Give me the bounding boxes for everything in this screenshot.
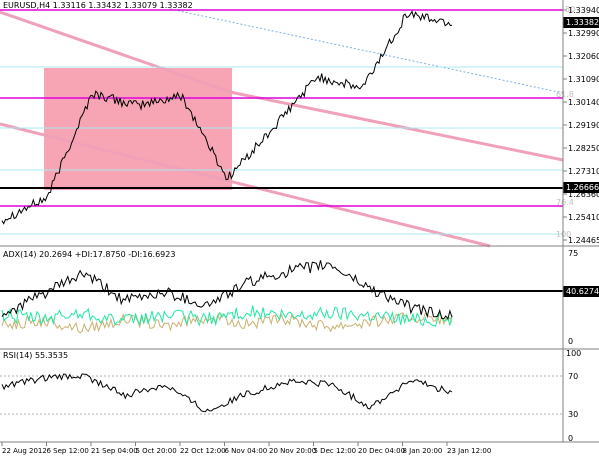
- adx-panel[interactable]: ADX(14) 20.2694 +DI:17.8750 -DI:16.6923 …: [0, 249, 599, 346]
- rsi-panel[interactable]: RSI(14) 55.3535 100 70 30 0: [0, 349, 581, 443]
- price-tick-label: 1.25410: [568, 213, 599, 222]
- fib-label-100: 100: [556, 230, 571, 239]
- adx-tick-0: 0: [568, 337, 573, 346]
- time-tick-label: 20 Nov 20:00: [269, 447, 316, 455]
- fib-label-76-4: 76.4: [556, 198, 574, 207]
- time-tick-label: 22 Aug 2012: [2, 447, 47, 455]
- time-tick-label: 5 Dec 12:00: [314, 447, 357, 455]
- time-tick-label: 6 Nov 04:00: [225, 447, 268, 455]
- fib-label-61-8: 61.8: [556, 90, 574, 99]
- price-tick-label: 1.28250: [568, 144, 599, 153]
- rsi-header: RSI(14) 55.3535: [3, 351, 68, 360]
- price-axis[interactable]: 1.33940 1.32990 1.32060 1.31090 1.30140 1.291…: [563, 6, 599, 245]
- adx-level-marker: [563, 286, 599, 297]
- rsi-tick-0: 0: [568, 434, 573, 443]
- minus-di-line[interactable]: [1, 312, 453, 334]
- time-tick-label: 21 Sep 04:00: [91, 447, 138, 455]
- dotted-trendline[interactable]: [169, 8, 564, 94]
- rsi-line[interactable]: [1, 373, 453, 413]
- marked-level-marker: [563, 182, 599, 193]
- rsi-tick-100: 100: [566, 349, 581, 358]
- price-tick-label: 1.24465: [568, 236, 599, 245]
- price-tick-label: 1.31090: [568, 75, 599, 84]
- time-tick-label: 6 Sep 12:00: [47, 447, 89, 455]
- range-rectangle[interactable]: [44, 68, 232, 190]
- price-tick-label: 1.26360: [568, 190, 599, 199]
- fib-label-50: 50: [565, 5, 575, 14]
- time-tick-label: 22 Oct 12:00: [180, 447, 226, 455]
- current-price-label: 1.33382: [566, 18, 599, 27]
- price-tick-label: 1.32060: [568, 52, 599, 61]
- price-line[interactable]: [1, 10, 453, 225]
- current-price-marker: [563, 17, 599, 28]
- time-tick-label: 23 Jan 12:00: [447, 447, 491, 455]
- main-header: EURUSD,H4 1.33116 1.33432 1.33079 1.3338…: [3, 1, 193, 10]
- price-tick-label: 1.33940: [568, 6, 599, 15]
- descending-channel-upper[interactable]: [229, 90, 564, 162]
- descending-channel-lower[interactable]: [0, 122, 491, 248]
- time-axis[interactable]: 22 Aug 2012 6 Sep 12:00 21 Sep 04:005 Oct …: [1, 442, 491, 455]
- time-tick-label: 20 Dec 04:00: [358, 447, 405, 455]
- adx-header: ADX(14) 20.2694 +DI:17.8750 -DI:16.6923: [3, 250, 175, 259]
- price-tick-label: 1.27310: [568, 167, 599, 176]
- descending-channel-upper-left[interactable]: [0, 10, 231, 94]
- time-tick-label: 5 Oct 20:00: [136, 447, 177, 455]
- adx-level-label: 40.6274: [566, 287, 599, 296]
- marked-level-label: 1.26666: [566, 183, 599, 192]
- rsi-tick-70: 70: [568, 372, 578, 381]
- adx-tick-75: 75: [568, 249, 578, 258]
- main-price-panel[interactable]: 50 61.8 76.4 100 EURUSD,H4 1.33116 1.334…: [0, 0, 599, 248]
- price-tick-label: 1.29190: [568, 121, 599, 130]
- rsi-tick-30: 30: [568, 410, 578, 419]
- price-tick-label: 1.32990: [568, 29, 599, 38]
- time-tick-label: 8 Jan 20:00: [403, 447, 443, 455]
- plus-di-line[interactable]: [1, 305, 453, 327]
- price-tick-label: 1.30140: [568, 98, 599, 107]
- adx-line[interactable]: [1, 260, 453, 320]
